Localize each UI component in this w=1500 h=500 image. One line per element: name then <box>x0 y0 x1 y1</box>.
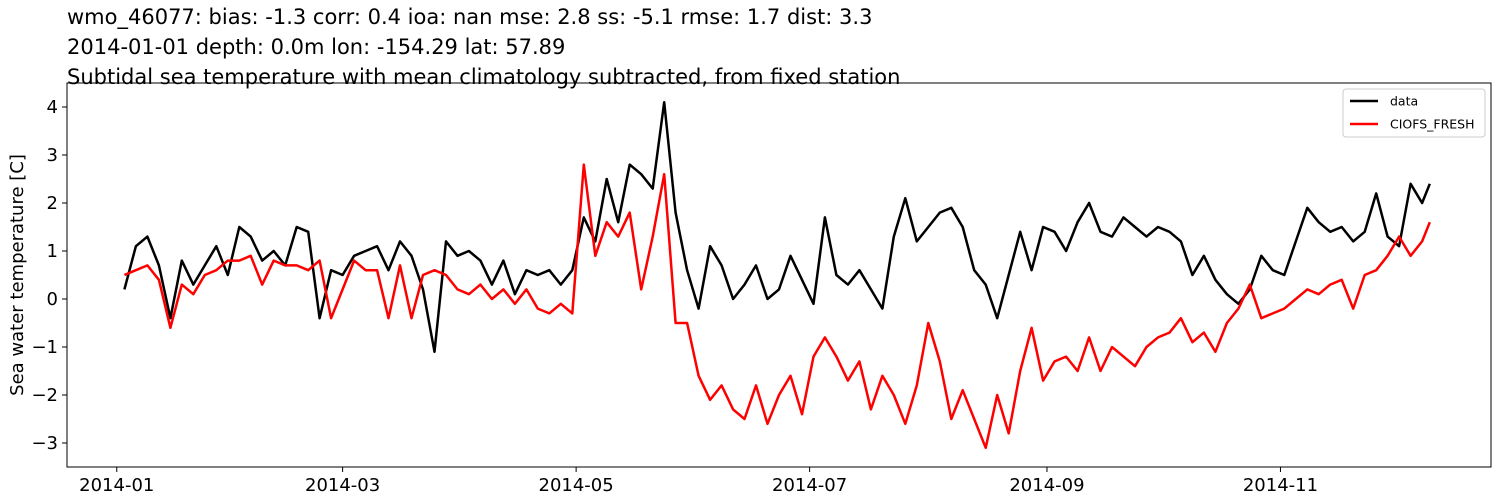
y-tick-label: −3 <box>31 433 58 454</box>
x-tick-label: 2014-07 <box>772 475 847 496</box>
series-layer <box>123 100 1431 450</box>
title-line-2: 2014-01-01 depth: 0.0m lon: -154.29 lat:… <box>67 35 566 59</box>
y-tick-label: 2 <box>47 193 58 214</box>
y-tick-label: 0 <box>47 289 58 310</box>
legend-entry: CIOFS_FRESH <box>1390 117 1475 132</box>
title-line-1: wmo_46077: bias: -1.3 corr: 0.4 ioa: nan… <box>67 5 873 29</box>
y-axis-label: Sea water temperature [C] <box>7 154 28 396</box>
x-tick-label: 2014-11 <box>1243 475 1318 496</box>
y-tick-label: −1 <box>31 337 58 358</box>
series-line-0 <box>123 100 1431 354</box>
x-tick-label: 2014-01 <box>79 475 154 496</box>
legend-entry: data <box>1390 94 1418 109</box>
series-line-1 <box>123 163 1431 450</box>
y-tick-label: −2 <box>31 385 58 406</box>
x-tick-label: 2014-09 <box>1009 475 1084 496</box>
y-tick-label: 4 <box>47 97 58 118</box>
axes-frame <box>66 82 1492 468</box>
y-tick-label: 3 <box>47 145 58 166</box>
y-tick-label: 1 <box>47 241 58 262</box>
title-line-3: Subtidal sea temperature with mean clima… <box>67 65 901 89</box>
legend-frame <box>1342 88 1486 138</box>
ticks-layer: 2014-01 2014-03 2014-05 2014-07 2014-09 2014-… <box>31 97 1318 496</box>
x-tick-label: 2014-05 <box>539 475 614 496</box>
chart-title: wmo_46077: bias: -1.3 corr: 0.4 ioa: nan… <box>67 2 900 92</box>
x-tick-label: 2014-03 <box>305 475 380 496</box>
legend: data CIOFS_FRESH <box>1342 88 1486 138</box>
